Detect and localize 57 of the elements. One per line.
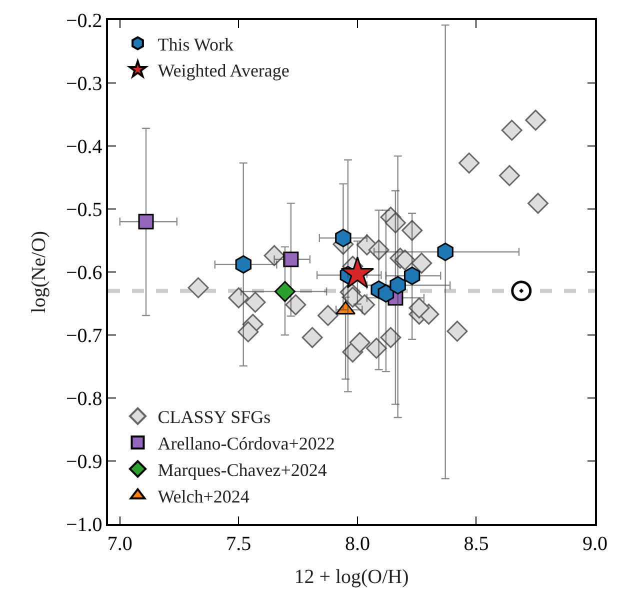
y-tick-label: −0.5 [66, 199, 102, 221]
legend-label: Marques-Chavez+2024 [158, 460, 327, 480]
y-tick-label: −1.0 [66, 514, 102, 536]
x-tick-label: 7.5 [226, 532, 252, 555]
legend-label: CLASSY SFGs [158, 407, 271, 428]
legend-label: Arellano-Córdova+2022 [158, 434, 335, 454]
point [349, 332, 370, 354]
point [527, 192, 548, 214]
x-tick-label: 9.0 [582, 532, 608, 555]
point [228, 287, 250, 308]
point [238, 321, 259, 342]
point [380, 327, 402, 348]
point [378, 284, 394, 303]
point [138, 214, 154, 230]
point [188, 277, 209, 298]
point [354, 294, 376, 316]
x-tick-label: 8.0 [344, 532, 370, 555]
y-tick-label: −0.7 [66, 325, 102, 347]
legend-label: Weighted Average [158, 60, 290, 81]
legend-label: Welch+2024 [158, 486, 250, 506]
point [437, 242, 454, 262]
point [525, 110, 546, 131]
point [274, 281, 296, 302]
point [411, 252, 432, 274]
point [408, 297, 430, 318]
point [335, 228, 352, 248]
point [283, 252, 299, 268]
legend-label: This Work [158, 34, 234, 54]
y-axis-title: log(Ne/O) [28, 230, 50, 314]
point [317, 304, 338, 326]
point [404, 266, 420, 286]
point [264, 245, 285, 266]
point [511, 280, 532, 302]
point [446, 320, 468, 342]
x-tick-label: 7.0 [107, 532, 132, 555]
point [501, 120, 522, 141]
point [384, 212, 406, 234]
point [342, 286, 364, 308]
point [368, 239, 390, 260]
point [285, 294, 306, 316]
y-tick-label: −0.8 [66, 388, 102, 410]
point [458, 152, 480, 174]
point [498, 165, 520, 186]
point [390, 276, 406, 294]
point [235, 255, 252, 274]
y-tick-label: −0.3 [66, 73, 102, 95]
y-tick-label: −0.4 [66, 136, 102, 158]
point [402, 220, 423, 241]
x-tick-label: 8.5 [464, 532, 489, 555]
point [366, 338, 387, 359]
point [394, 250, 416, 271]
point [244, 292, 266, 313]
y-tick-label: −0.2 [66, 10, 102, 32]
y-tick-label: −0.6 [66, 262, 102, 284]
y-tick-label: −0.9 [66, 451, 102, 473]
point [302, 327, 323, 348]
x-axis-title: 12 + log(O/H) [294, 566, 409, 588]
